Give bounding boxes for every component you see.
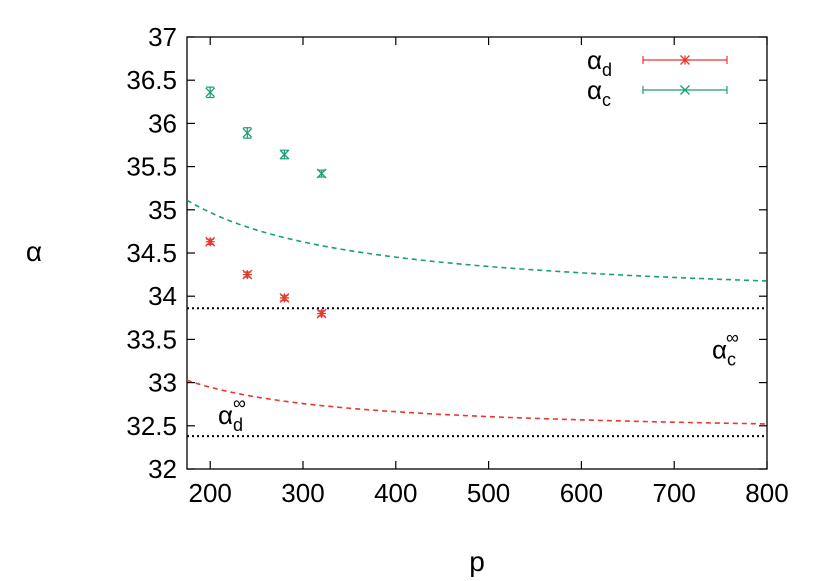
y-tick-label: 33	[148, 368, 177, 398]
reference-line-label: αc∞	[712, 327, 739, 369]
data-point-c	[279, 149, 290, 160]
x-tick-label: 200	[189, 478, 232, 508]
x-tick-label: 400	[374, 478, 417, 508]
x-axis-label: p	[469, 546, 485, 577]
data-point-c	[205, 87, 216, 98]
x-tick-label: 300	[281, 478, 324, 508]
y-tick-label: 32.5	[126, 411, 177, 441]
data-point-c	[242, 127, 253, 138]
legend-marker-d	[680, 55, 690, 65]
x-tick-label: 500	[467, 478, 510, 508]
legend-marker-c	[680, 85, 690, 95]
y-tick-label: 35	[148, 195, 177, 225]
fit-curve-c	[187, 199, 767, 282]
data-point-d	[242, 269, 253, 280]
y-tick-label: 36	[148, 108, 177, 138]
x-tick-label: 700	[653, 478, 696, 508]
y-tick-label: 37	[148, 22, 177, 52]
data-point-d	[205, 236, 216, 247]
legend-label-d: αd	[587, 45, 612, 80]
plot-frame	[186, 36, 768, 470]
x-tick-label: 800	[745, 478, 788, 508]
legend-label-c: αc	[587, 75, 611, 110]
y-tick-label: 36.5	[126, 65, 177, 95]
data-point-c	[316, 168, 327, 179]
y-tick-label: 33.5	[126, 324, 177, 354]
y-tick-label: 35.5	[126, 152, 177, 182]
y-axis-label: α	[26, 236, 42, 267]
data-point-d	[316, 308, 327, 319]
data-point-d	[279, 292, 290, 303]
y-tick-label: 34.5	[126, 238, 177, 268]
fit-curve-d	[187, 379, 767, 425]
x-tick-label: 600	[560, 478, 603, 508]
reference-line-label: αd∞	[218, 393, 246, 435]
y-tick-label: 32	[148, 454, 177, 484]
plot-area: 200 300 400 500 600 700 800 32 32.5 33 33.5 34 34.5 3…	[126, 22, 788, 508]
y-tick-label: 34	[148, 281, 177, 311]
